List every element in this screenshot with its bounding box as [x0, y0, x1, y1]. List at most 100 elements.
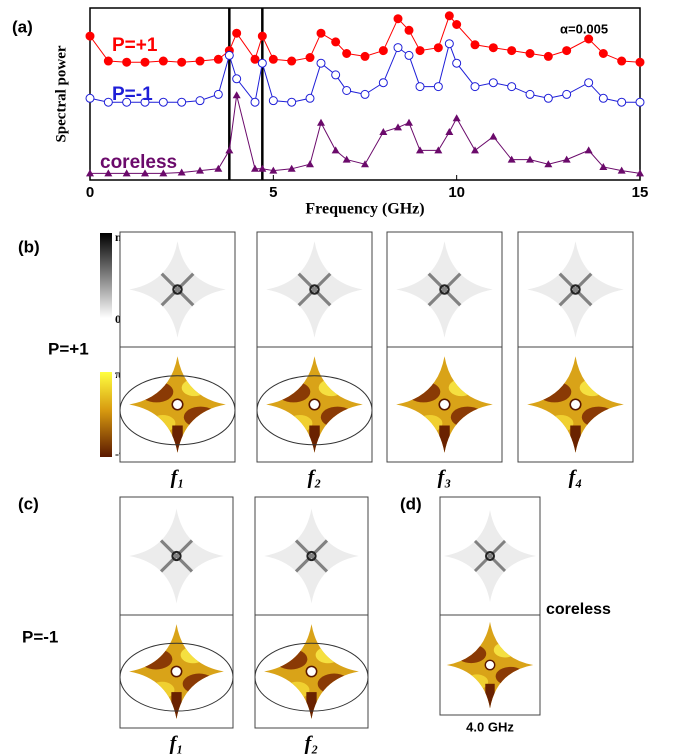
- marker: [332, 146, 340, 153]
- marker: [317, 119, 325, 126]
- y-axis-label: Spectral power: [53, 45, 69, 142]
- x-tick-label: 10: [448, 184, 465, 201]
- x-tick-label: 0: [86, 184, 94, 201]
- marker: [585, 79, 593, 87]
- series-label: P=-1: [112, 84, 153, 105]
- panel-label: (d): [400, 494, 422, 513]
- marker: [394, 123, 402, 130]
- marker: [317, 29, 325, 37]
- marker: [288, 57, 296, 65]
- marker: [225, 146, 233, 153]
- mode-label: f₄: [569, 467, 583, 489]
- marker: [306, 54, 314, 62]
- marker: [405, 119, 413, 126]
- marker: [618, 98, 626, 106]
- mode-label: f₁: [171, 467, 185, 489]
- magnitude-colorbar: [100, 233, 112, 318]
- marker: [214, 90, 222, 98]
- marker: [471, 83, 479, 91]
- marker: [258, 59, 266, 67]
- marker: [361, 52, 369, 60]
- marker: [394, 44, 402, 52]
- marker: [233, 91, 241, 98]
- marker: [416, 47, 424, 55]
- marker: [526, 50, 534, 58]
- marker: [288, 98, 296, 106]
- x-tick-label: 15: [632, 184, 649, 201]
- marker: [489, 44, 497, 52]
- marker: [343, 87, 351, 95]
- marker: [86, 32, 94, 40]
- marker: [434, 44, 442, 52]
- marker: [489, 79, 497, 87]
- marker: [317, 59, 325, 67]
- marker: [379, 47, 387, 55]
- mode-label: f₂: [305, 733, 319, 755]
- marker: [434, 83, 442, 91]
- series-label: P=+1: [112, 35, 158, 56]
- panel-label: (c): [18, 494, 39, 513]
- marker: [123, 58, 131, 66]
- frequency-label: 4.0 GHz: [466, 719, 514, 734]
- figure: (a) Spectral power Frequency (GHz) α=0.005 0…: [0, 0, 673, 756]
- polarization-label: P=+1: [48, 339, 89, 358]
- marker: [332, 71, 340, 79]
- marker: [585, 146, 593, 153]
- marker: [225, 51, 233, 59]
- marker: [453, 59, 461, 67]
- marker: [196, 97, 204, 105]
- marker: [471, 41, 479, 49]
- marker: [471, 146, 479, 153]
- marker: [453, 114, 461, 121]
- marker: [258, 32, 266, 40]
- marker: [508, 83, 516, 91]
- marker: [544, 94, 552, 102]
- marker: [306, 160, 314, 167]
- marker: [214, 165, 222, 172]
- marker: [159, 57, 167, 65]
- marker: [196, 57, 204, 65]
- marker: [445, 40, 453, 48]
- panel-label: (a): [12, 17, 33, 36]
- marker: [178, 58, 186, 66]
- marker: [636, 98, 644, 106]
- marker: [526, 90, 534, 98]
- marker: [251, 98, 259, 106]
- marker: [599, 94, 607, 102]
- state-label: coreless: [546, 601, 611, 618]
- marker: [508, 47, 516, 55]
- marker: [141, 58, 149, 66]
- panel-label: (b): [18, 237, 40, 256]
- marker: [104, 57, 112, 65]
- marker: [416, 83, 424, 91]
- marker: [563, 47, 571, 55]
- marker: [343, 50, 351, 58]
- marker: [445, 128, 453, 135]
- marker: [585, 35, 593, 43]
- marker: [233, 75, 241, 83]
- mode-label: f₂: [308, 467, 322, 489]
- marker: [544, 52, 552, 60]
- marker: [214, 55, 222, 63]
- mode-label: f₃: [438, 467, 452, 489]
- spectrum-chart: (a) Spectral power Frequency (GHz) α=0.005 0…: [12, 8, 648, 218]
- marker: [489, 133, 497, 140]
- phase-colorbar: [100, 372, 112, 457]
- series-label: coreless: [100, 152, 177, 173]
- marker: [86, 94, 94, 102]
- marker: [636, 58, 644, 66]
- marker: [361, 90, 369, 98]
- annotation: α=0.005: [560, 21, 608, 36]
- marker: [178, 98, 186, 106]
- x-axis-label: Frequency (GHz): [305, 201, 424, 218]
- marker: [306, 94, 314, 102]
- marker: [159, 98, 167, 106]
- marker: [379, 79, 387, 87]
- marker: [445, 12, 453, 20]
- marker: [394, 15, 402, 23]
- marker: [405, 51, 413, 59]
- marker: [563, 90, 571, 98]
- marker: [269, 97, 277, 105]
- marker: [563, 156, 571, 163]
